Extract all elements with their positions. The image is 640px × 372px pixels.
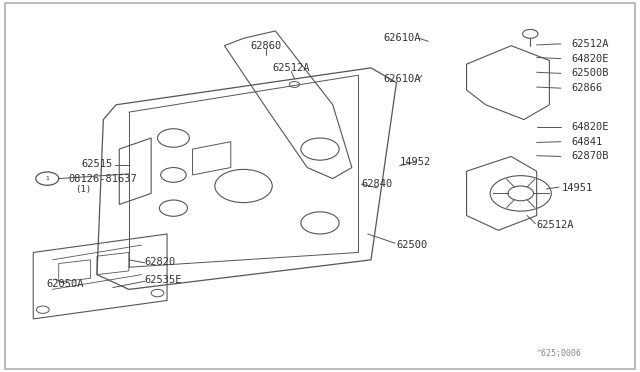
Text: 62870B: 62870B <box>572 151 609 161</box>
Text: 62515: 62515 <box>82 159 113 169</box>
Text: 14951: 14951 <box>562 183 593 193</box>
Text: 1: 1 <box>45 176 49 181</box>
Text: 62610A: 62610A <box>384 74 421 84</box>
Text: 62535E: 62535E <box>145 275 182 285</box>
Text: 62050A: 62050A <box>46 279 83 289</box>
Text: 62866: 62866 <box>572 83 603 93</box>
Text: 62820: 62820 <box>145 257 176 267</box>
Text: 62512A: 62512A <box>273 63 310 73</box>
Text: 64820E: 64820E <box>572 122 609 132</box>
Text: 62500: 62500 <box>396 240 428 250</box>
Text: 64841: 64841 <box>572 137 603 147</box>
Text: 62512A: 62512A <box>572 39 609 49</box>
Text: 62512A: 62512A <box>537 220 574 230</box>
Text: 62840: 62840 <box>362 179 393 189</box>
Text: ^625;0006: ^625;0006 <box>537 349 582 358</box>
Text: 62610A: 62610A <box>384 33 421 43</box>
Text: 62860: 62860 <box>250 41 282 51</box>
Text: (1): (1) <box>75 185 91 194</box>
Text: 14952: 14952 <box>400 157 431 167</box>
Text: 62500B: 62500B <box>572 68 609 78</box>
Text: 08126-81637: 08126-81637 <box>68 174 137 184</box>
Text: 64820E: 64820E <box>572 54 609 64</box>
